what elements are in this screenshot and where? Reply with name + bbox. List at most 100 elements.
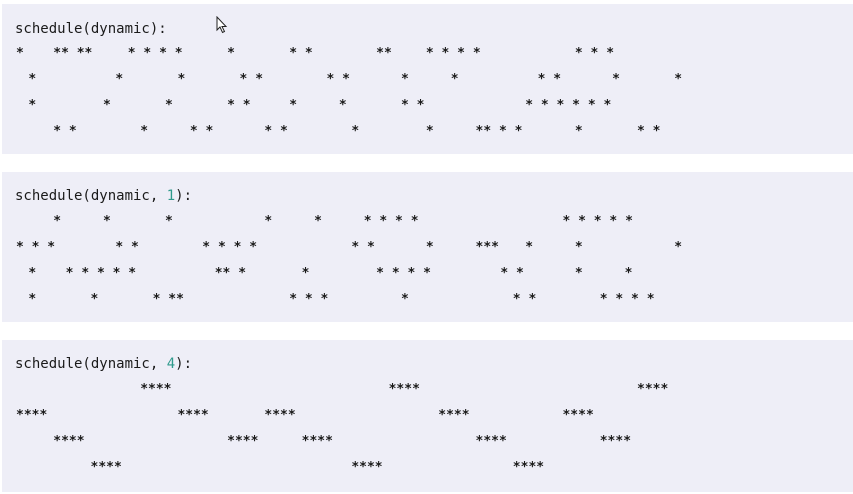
chunk-size-number: 1 bbox=[166, 188, 176, 204]
iteration-marks: **** bbox=[512, 460, 545, 475]
panel-title: schedule(dynamic, 4): bbox=[15, 356, 192, 372]
iteration-marks: * bbox=[165, 98, 173, 113]
iteration-marks: * bbox=[227, 46, 235, 61]
iteration-marks: **** bbox=[227, 434, 259, 449]
iteration-marks: **** bbox=[475, 434, 507, 449]
iteration-marks: * * * * * * bbox=[525, 98, 612, 113]
iteration-marks: * * * bbox=[289, 292, 329, 307]
iteration-marks: * bbox=[674, 240, 683, 255]
iteration-marks: **** bbox=[177, 408, 209, 423]
iteration-marks: **** bbox=[562, 408, 594, 423]
iteration-marks: ** * bbox=[214, 266, 247, 281]
iteration-marks: * * bbox=[637, 124, 661, 139]
iteration-marks: * bbox=[338, 98, 347, 113]
iteration-marks: * bbox=[102, 214, 111, 229]
iteration-marks: * * * * * bbox=[562, 214, 633, 229]
iteration-marks: ** ** bbox=[53, 46, 93, 61]
iteration-marks: * * * bbox=[16, 240, 56, 255]
iteration-marks: * bbox=[53, 214, 62, 229]
iteration-marks: * * * * bbox=[363, 214, 419, 229]
iteration-marks: * bbox=[28, 292, 37, 307]
thread-row-1: **** **** **** bbox=[2, 383, 853, 397]
iteration-marks: * * * * bbox=[376, 266, 431, 281]
iteration-marks: * bbox=[574, 124, 583, 139]
iteration-marks: * * * bbox=[574, 46, 615, 61]
title-suffix: ): bbox=[175, 356, 193, 372]
iteration-marks: * * bbox=[512, 292, 537, 307]
iteration-marks: * bbox=[28, 72, 37, 87]
iteration-marks: * bbox=[115, 72, 124, 87]
thread-row-2: **** **** **** **** **** bbox=[2, 409, 853, 423]
iteration-marks: * * bbox=[351, 240, 375, 255]
iteration-marks: * * * * bbox=[599, 292, 655, 307]
arrow-cursor-icon bbox=[216, 16, 228, 34]
thread-row-4: * * * * * * * * * ** * * * * * bbox=[2, 125, 853, 139]
iteration-marks: * bbox=[574, 240, 583, 255]
iteration-marks: * bbox=[264, 214, 273, 229]
chunk-size-number: 4 bbox=[166, 356, 176, 372]
iteration-marks: * bbox=[624, 266, 633, 281]
thread-row-2: * * * * * * * * * * * * *** * * * bbox=[2, 241, 853, 255]
panel-title: schedule(dynamic): bbox=[15, 21, 167, 37]
iteration-marks: * bbox=[301, 266, 310, 281]
iteration-marks: * bbox=[351, 124, 360, 139]
iteration-marks: * bbox=[574, 266, 583, 281]
iteration-marks: * bbox=[102, 98, 111, 113]
iteration-marks: * bbox=[401, 72, 409, 87]
iteration-marks: * bbox=[401, 292, 409, 307]
iteration-marks: * bbox=[612, 72, 620, 87]
iteration-marks: * bbox=[425, 124, 434, 139]
iteration-marks: * * * * * bbox=[65, 266, 137, 281]
iteration-marks: * bbox=[28, 98, 37, 113]
iteration-marks: * * bbox=[53, 124, 77, 139]
iteration-marks: * bbox=[289, 98, 298, 113]
iteration-marks: * * * * bbox=[127, 46, 183, 61]
iteration-marks: * bbox=[525, 240, 534, 255]
title-suffix: ): bbox=[175, 188, 193, 204]
iteration-marks: **** bbox=[53, 434, 85, 449]
iteration-marks: **** bbox=[140, 382, 172, 397]
iteration-marks: **** bbox=[388, 382, 420, 397]
iteration-marks: * bbox=[90, 292, 99, 307]
iteration-marks: * bbox=[674, 72, 683, 87]
iteration-marks: * * bbox=[500, 266, 524, 281]
iteration-marks: * bbox=[28, 266, 37, 281]
iteration-marks: **** bbox=[438, 408, 470, 423]
iteration-marks: **** bbox=[637, 382, 669, 397]
iteration-marks: * * bbox=[239, 72, 264, 87]
iteration-marks: * bbox=[165, 214, 173, 229]
schedule-dynamic-1-panel: schedule(dynamic, 1): * * * * * * * * * * * * … bbox=[2, 172, 853, 322]
thread-row-1: * * * * * * * * * * * * * * bbox=[2, 215, 853, 229]
iteration-marks: **** bbox=[301, 434, 333, 449]
iteration-marks: * bbox=[314, 214, 322, 229]
iteration-marks: **** bbox=[264, 408, 296, 423]
panel-title: schedule(dynamic, 1): bbox=[15, 188, 192, 204]
thread-row-1: * ** ** * * * * * * * ** * * * * * * * bbox=[2, 47, 853, 61]
iteration-marks: * * bbox=[115, 240, 139, 255]
title-prefix: schedule(dynamic, bbox=[15, 188, 167, 204]
iteration-marks: * * * * bbox=[425, 46, 481, 61]
iteration-marks: * bbox=[16, 46, 24, 61]
iteration-marks: * * bbox=[537, 72, 562, 87]
title-text: schedule(dynamic): bbox=[15, 21, 167, 37]
iteration-marks: * * bbox=[289, 46, 313, 61]
iteration-marks: * * bbox=[227, 98, 251, 113]
schedule-dynamic-4-panel: schedule(dynamic, 4): **** **** **** **** **… bbox=[2, 340, 853, 492]
iteration-marks: * bbox=[177, 72, 186, 87]
iteration-marks: **** bbox=[16, 408, 48, 423]
thread-row-4: * * * ** * * * * * * * * * * bbox=[2, 293, 853, 307]
schedule-dynamic-panel: schedule(dynamic): * ** ** * * * * * * * ** * … bbox=[2, 4, 853, 154]
iteration-marks: *** bbox=[475, 240, 500, 255]
thread-row-3: * * * * * * ** * * * * * * * * * * bbox=[2, 267, 853, 281]
iteration-marks: * * bbox=[264, 124, 288, 139]
iteration-marks: **** bbox=[351, 460, 383, 475]
iteration-marks: * * bbox=[189, 124, 214, 139]
iteration-marks: * bbox=[450, 72, 459, 87]
thread-row-3: * * * * * * * * * * * * * * * bbox=[2, 99, 853, 113]
thread-row-3: **** **** **** **** **** bbox=[2, 435, 853, 449]
thread-row-2: * * * * * * * * * * * * * bbox=[2, 73, 853, 87]
iteration-marks: ** * * bbox=[475, 124, 523, 139]
iteration-marks: * ** bbox=[152, 292, 184, 307]
iteration-marks: * bbox=[425, 240, 434, 255]
iteration-marks: * * bbox=[326, 72, 350, 87]
